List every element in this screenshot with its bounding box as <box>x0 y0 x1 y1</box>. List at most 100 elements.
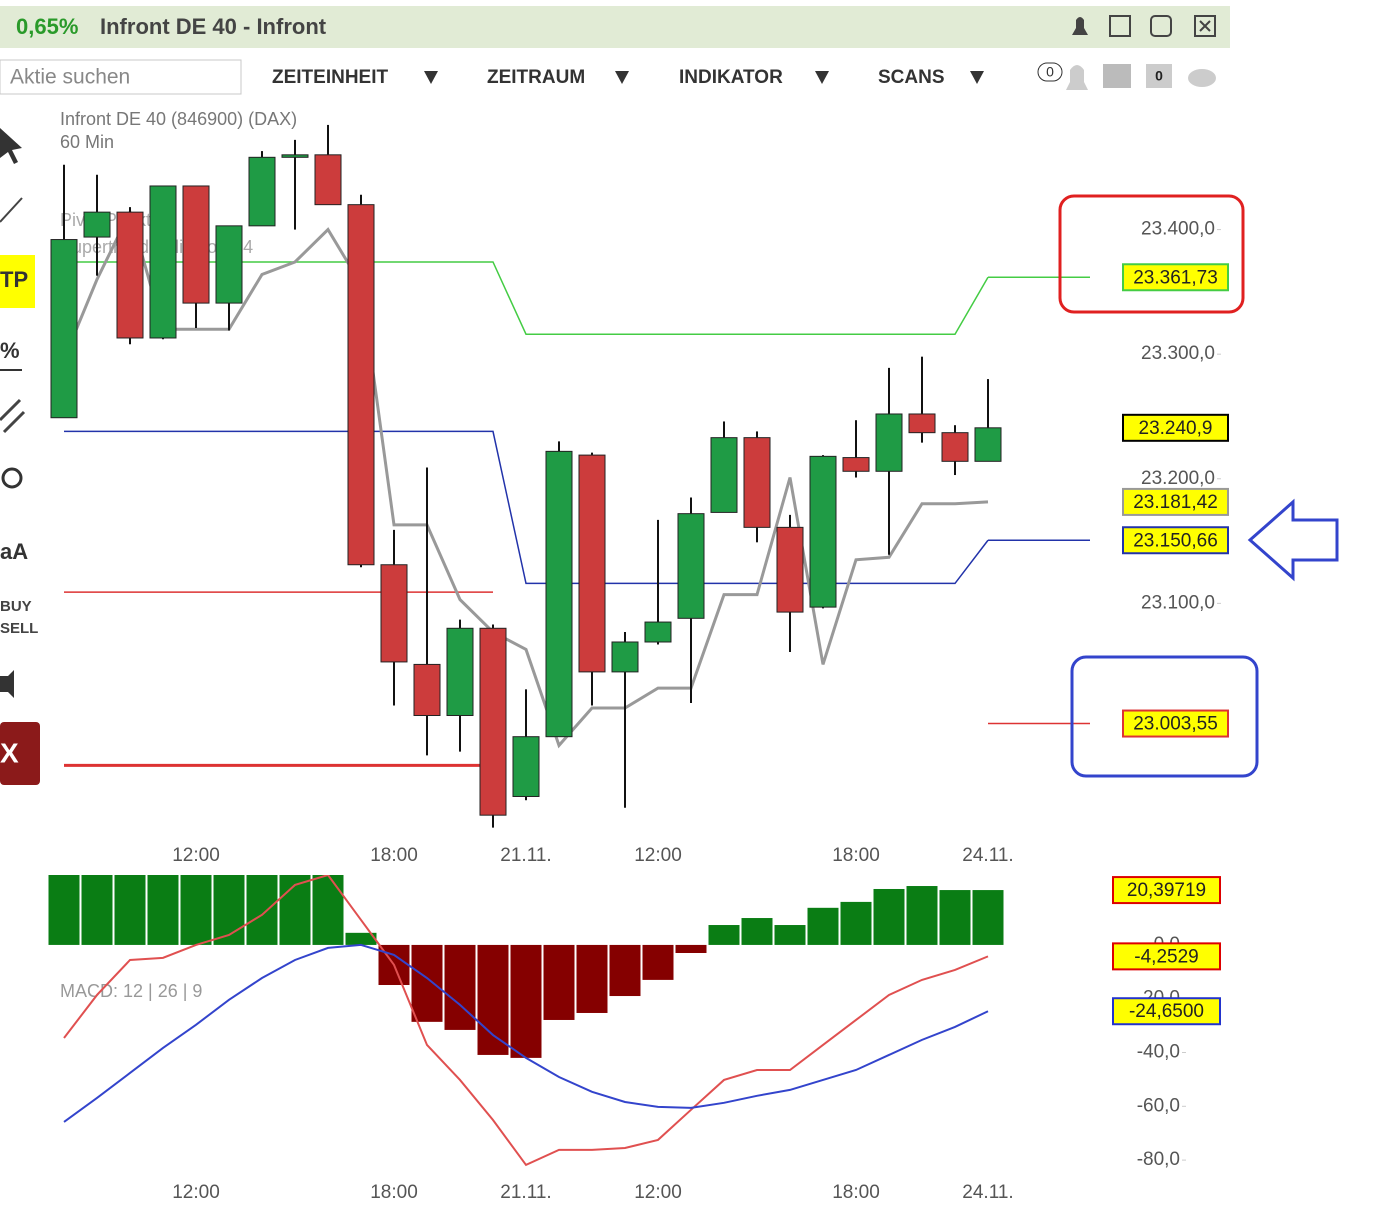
cursor-tool[interactable] <box>0 128 22 164</box>
histogram-bar <box>906 886 938 945</box>
candle-body <box>677 513 705 619</box>
price-tag <box>1112 876 1221 905</box>
histogram-bar <box>774 925 806 945</box>
alarm-icon[interactable] <box>1066 65 1088 90</box>
candle-body <box>50 239 78 419</box>
arrow <box>1247 498 1339 582</box>
candle-body <box>578 454 606 673</box>
histogram-bar <box>708 925 740 945</box>
y-tick-label: -80,0 <box>1137 1149 1180 1170</box>
tool-label[interactable]: aA <box>0 539 28 564</box>
dropdown-arrow <box>615 71 629 84</box>
histogram-bar <box>114 875 146 945</box>
price-tag-label: -4,2529 <box>1134 946 1198 967</box>
price-tag-label: 23.361,73 <box>1133 267 1218 288</box>
price-tag <box>1122 709 1229 738</box>
menu[interactable]: INDIKATOR <box>679 67 783 88</box>
window-button[interactable] <box>1109 15 1131 37</box>
alarm-icon[interactable] <box>1072 17 1088 35</box>
histogram-bar <box>81 875 113 945</box>
indicator-line <box>62 207 989 749</box>
tool-label[interactable]: BUY <box>0 598 32 615</box>
tool-label: X <box>0 737 19 768</box>
price-panel <box>50 124 1090 828</box>
candle-body <box>149 185 177 339</box>
tool-button[interactable] <box>0 722 40 785</box>
line-tool[interactable] <box>0 197 23 223</box>
candle-body <box>83 211 111 238</box>
menu[interactable]: ZEITEINHEIT <box>272 67 389 88</box>
search-placeholder: Aktie suchen <box>10 66 130 89</box>
x-tick-label: 18:00 <box>370 1182 418 1203</box>
chart-title: Infront DE 40 (846900) (DAX) <box>60 109 297 129</box>
sound-tool[interactable] <box>0 670 14 698</box>
close-icon <box>1199 20 1211 32</box>
candle-body <box>743 437 771 528</box>
candle-body <box>182 185 210 304</box>
indicator-label: MACD: 12 | 26 | 9 <box>60 981 202 1001</box>
histogram-bar <box>807 907 839 945</box>
histogram-bar <box>675 944 707 953</box>
candle-body <box>116 211 144 339</box>
y-tick-label: -40,0 <box>1137 1042 1180 1063</box>
candle-body <box>248 156 276 227</box>
macd-panel <box>48 875 1004 1167</box>
indicator-line <box>63 943 989 1123</box>
tool-label[interactable]: % <box>0 338 20 363</box>
candle-body <box>380 564 408 663</box>
search-box[interactable] <box>0 59 242 95</box>
candle-body <box>215 225 243 304</box>
channel-tool[interactable] <box>0 398 26 434</box>
badge <box>1146 64 1172 88</box>
title-bar <box>0 6 1230 48</box>
price-tag <box>1112 997 1221 1026</box>
x-tick-label: 24.11. <box>962 1182 1013 1203</box>
price-tag-label: 23.150,66 <box>1133 530 1218 551</box>
candle-body <box>347 204 375 566</box>
candle-body <box>413 663 441 717</box>
histogram-bar <box>873 888 905 945</box>
cloud-icon[interactable] <box>1188 69 1216 87</box>
highlight-box <box>1058 194 1245 314</box>
candle-body <box>974 427 1002 462</box>
menu[interactable]: ZEITRAUM <box>487 67 585 88</box>
price-tag <box>1122 263 1229 292</box>
dropdown-arrow <box>815 71 829 84</box>
tool-button[interactable] <box>0 255 35 308</box>
histogram-bar <box>609 944 641 997</box>
x-tick-label: 12:00 <box>172 1182 220 1203</box>
price-tag-label: 20,39719 <box>1127 880 1206 901</box>
x-tick-label: 12:00 <box>172 845 220 866</box>
zoom-tool[interactable] <box>1 467 23 489</box>
change: 0,65% <box>16 14 78 39</box>
histogram-bar <box>576 944 608 1013</box>
chart-subtitle: 60 Min <box>60 132 114 152</box>
histogram-bar <box>444 944 476 1030</box>
tool-label: TP <box>0 267 28 292</box>
x-tick-label: 18:00 <box>832 845 880 866</box>
price-tag <box>1122 487 1229 516</box>
candle-body <box>479 627 507 816</box>
price-tag <box>1122 526 1229 555</box>
price-tag-label: 23.181,42 <box>1133 492 1218 513</box>
menu[interactable]: SCANS <box>878 67 945 88</box>
window-button[interactable] <box>1150 15 1172 37</box>
candle-body <box>809 455 837 608</box>
histogram-bar <box>312 875 344 945</box>
histogram-bar <box>939 890 971 945</box>
histogram-bar <box>246 875 278 945</box>
candle-body <box>446 627 474 717</box>
candle-body <box>281 154 309 158</box>
plot-layer: 23.400,0 23.300,0 23.200,0 23.100,0 12:00 18:… <box>48 124 1229 1203</box>
indicator-line <box>63 875 989 1167</box>
list-icon[interactable] <box>1103 64 1131 88</box>
candle-body <box>875 413 903 472</box>
highlight-box <box>1070 655 1259 778</box>
candle-body <box>644 621 672 643</box>
y-tick-label: 23.100,0 <box>1141 592 1215 613</box>
histogram-bar <box>543 944 575 1020</box>
histogram-bar <box>642 944 674 980</box>
tool-label[interactable]: SELL <box>0 620 38 637</box>
close-button[interactable] <box>1194 15 1216 37</box>
